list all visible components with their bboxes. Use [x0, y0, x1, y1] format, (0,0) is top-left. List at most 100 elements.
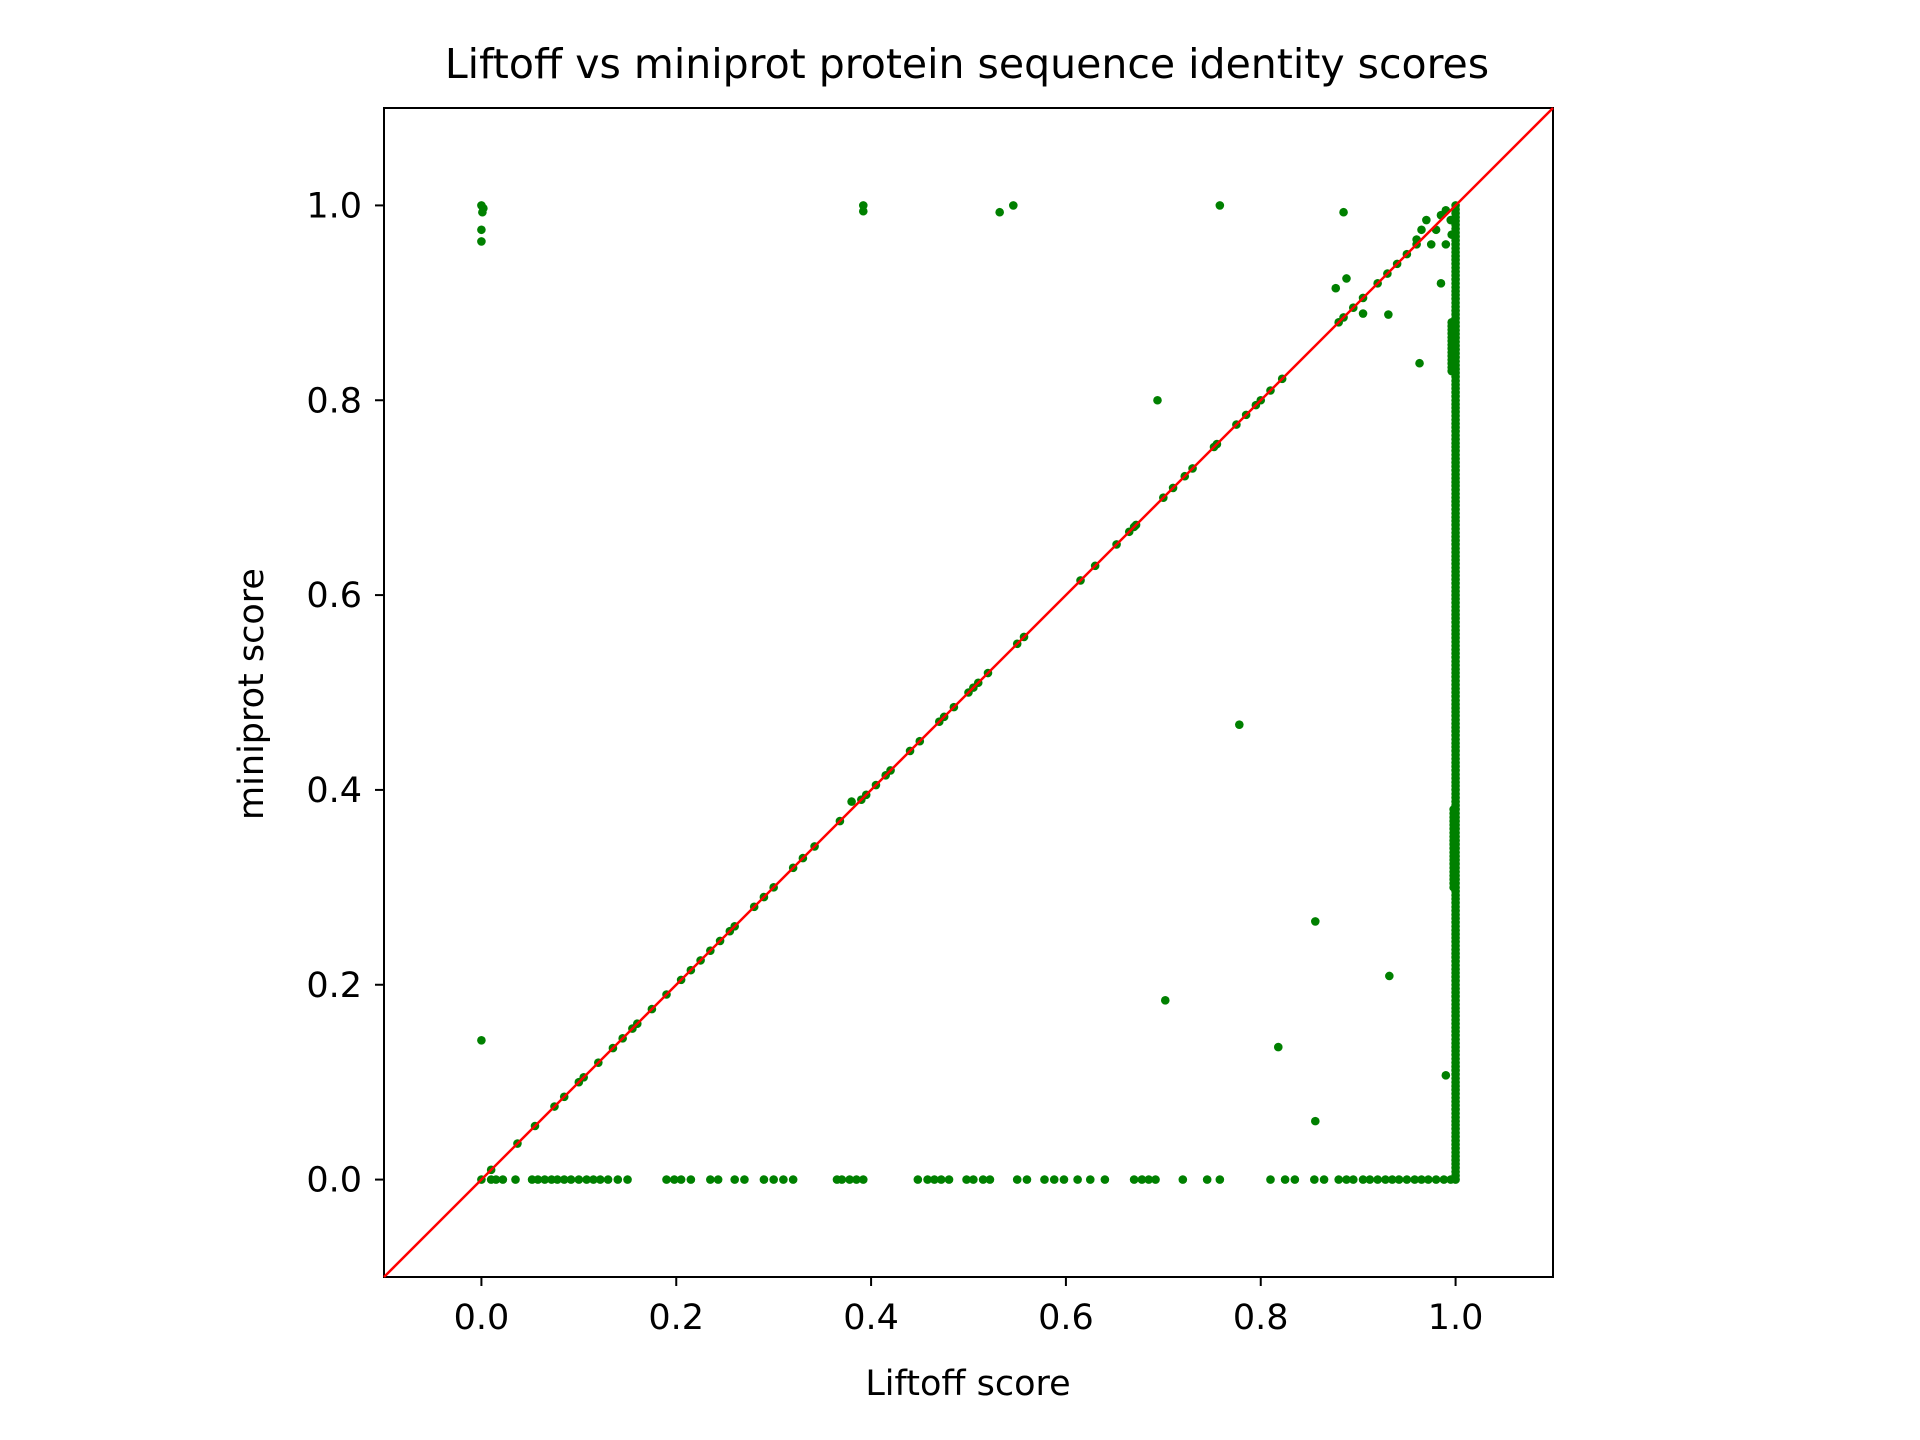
data-point [477, 237, 486, 246]
data-point [1040, 1175, 1049, 1184]
data-point [589, 1175, 598, 1184]
data-point [1151, 1175, 1160, 1184]
y-axis: 0.0 0.2 0.4 0.6 0.8 1.0 [306, 186, 384, 1201]
data-point [1358, 309, 1368, 318]
data-point [1215, 1175, 1225, 1184]
data-point [478, 207, 487, 217]
data-point [1373, 1175, 1382, 1184]
data-point [540, 1175, 550, 1184]
data-point [1439, 1175, 1449, 1184]
data-point [1342, 274, 1351, 283]
data-point [995, 207, 1004, 217]
plot-frame [383, 107, 1554, 1278]
data-point [1449, 805, 1458, 814]
data-point [1178, 1175, 1188, 1184]
data-point [913, 1175, 923, 1184]
data-point [845, 1175, 854, 1184]
data-point [1394, 1175, 1404, 1184]
data-point [603, 1175, 613, 1184]
x-tick-label: 0.6 [1038, 1298, 1094, 1338]
data-point [930, 1175, 939, 1184]
data-point [1402, 1175, 1412, 1184]
data-point [944, 1175, 954, 1184]
data-point [574, 1175, 584, 1184]
data-point [1153, 395, 1162, 405]
data-point [847, 797, 856, 806]
data-point [1385, 971, 1394, 981]
data-point [852, 1175, 861, 1184]
chart-title: Liftoff vs miniprot protein sequence ide… [445, 40, 1489, 88]
data-point [730, 1175, 739, 1184]
data-point [1339, 207, 1348, 217]
y-axis-label: miniprot score [232, 568, 272, 820]
data-point [1422, 215, 1431, 225]
data-point [1215, 201, 1225, 210]
x-tick-label: 0.2 [648, 1298, 704, 1338]
data-point [1441, 240, 1451, 249]
data-point [1334, 1175, 1343, 1184]
data-point [559, 1175, 569, 1184]
data-point [1012, 1175, 1022, 1184]
data-point [670, 1175, 679, 1184]
data-point [1009, 201, 1018, 210]
data-point [1311, 917, 1320, 926]
data-point [788, 1175, 798, 1184]
data-point [1202, 1175, 1212, 1184]
data-point [1266, 1175, 1275, 1184]
data-point [1436, 279, 1446, 288]
data-point [1381, 1175, 1390, 1184]
data-point [477, 1035, 486, 1045]
data-point [706, 1175, 715, 1184]
data-point [1384, 310, 1393, 319]
data-point [1358, 1175, 1368, 1184]
data-point [1365, 1175, 1375, 1184]
data-point [1129, 1175, 1139, 1184]
data-point [936, 1175, 946, 1184]
data-point [1426, 240, 1436, 249]
data-point [923, 1175, 932, 1184]
x-tick-label: 0.0 [454, 1298, 510, 1338]
data-point [566, 1175, 576, 1184]
data-point [676, 1175, 686, 1184]
data-point [1137, 1175, 1147, 1184]
data-point [595, 1175, 605, 1184]
y-tick-label: 0.4 [306, 771, 362, 811]
data-point [686, 1175, 696, 1184]
data-point [491, 1175, 501, 1184]
data-point [1144, 1175, 1154, 1184]
data-point [1410, 1175, 1419, 1184]
x-axis-label: Liftoff score [865, 1364, 1070, 1404]
data-point [1280, 1175, 1290, 1184]
data-point [1235, 720, 1244, 729]
y-tick-label: 0.8 [306, 381, 362, 421]
data-point [713, 1175, 723, 1184]
data-point [1441, 1071, 1451, 1080]
data-point [769, 1175, 778, 1184]
data-point [1022, 1175, 1032, 1184]
data-point [1160, 996, 1170, 1005]
data-point [837, 1175, 847, 1184]
data-point [858, 1175, 868, 1184]
data-point [1319, 1175, 1329, 1184]
data-point [858, 206, 868, 216]
data-point [477, 225, 486, 235]
data-point [1417, 225, 1426, 235]
data-point [623, 1175, 632, 1184]
data-point [498, 1175, 508, 1184]
data-point [759, 1175, 769, 1184]
data-point [582, 1175, 591, 1184]
data-point [985, 1175, 995, 1184]
data-point [613, 1175, 623, 1184]
data-point [962, 1175, 971, 1184]
data-point [1049, 1175, 1059, 1184]
y-tick-label: 0.6 [306, 576, 362, 616]
y-tick-label: 1.0 [306, 186, 362, 226]
x-tick-label: 0.8 [1233, 1298, 1289, 1338]
data-point [969, 1175, 978, 1184]
data-point [662, 1175, 671, 1184]
data-point [1424, 1175, 1433, 1184]
data-point [1387, 1175, 1397, 1184]
x-tick-label: 1.0 [1428, 1298, 1484, 1338]
data-point [1417, 1175, 1426, 1184]
